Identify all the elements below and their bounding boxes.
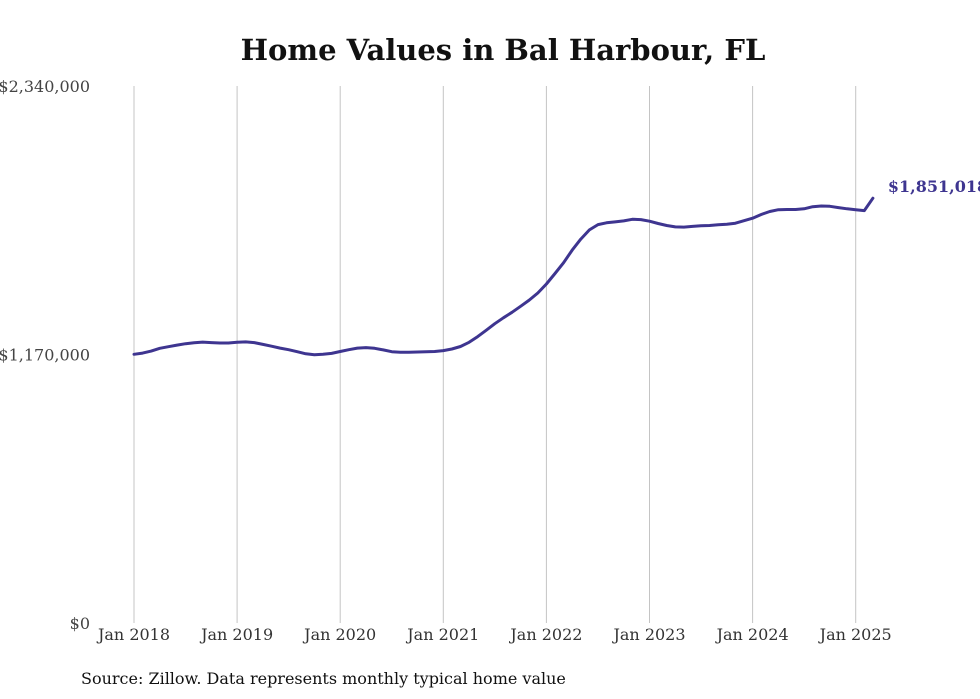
x-tick-label: Jan 2020 <box>302 625 376 644</box>
x-tick-label: Jan 2018 <box>96 625 170 644</box>
y-tick-label: $0 <box>70 614 90 633</box>
x-axis: Jan 2018 Jan 2019 Jan 2020 Jan 2021 Jan 2022… <box>96 625 892 644</box>
source-note: Source: Zillow. Data represents monthly … <box>81 669 566 688</box>
y-tick-label: $1,170,000 <box>0 346 90 365</box>
x-tick-label: Jan 2021 <box>405 625 479 644</box>
x-tick-label: Jan 2022 <box>508 625 582 644</box>
end-value-label: $1,851,018 <box>888 177 980 196</box>
x-tick-label: Jan 2025 <box>818 625 892 644</box>
chart-title: Home Values in Bal Harbour, FL <box>241 33 766 67</box>
x-tick-label: Jan 2024 <box>715 625 789 644</box>
x-tick-label: Jan 2023 <box>611 625 685 644</box>
y-axis: $0 $1,170,000 $2,340,000 <box>0 77 90 633</box>
y-tick-label: $2,340,000 <box>0 77 90 96</box>
series-line-home-value <box>132 196 875 357</box>
gridlines <box>133 86 857 623</box>
x-tick-label: Jan 2019 <box>199 625 273 644</box>
